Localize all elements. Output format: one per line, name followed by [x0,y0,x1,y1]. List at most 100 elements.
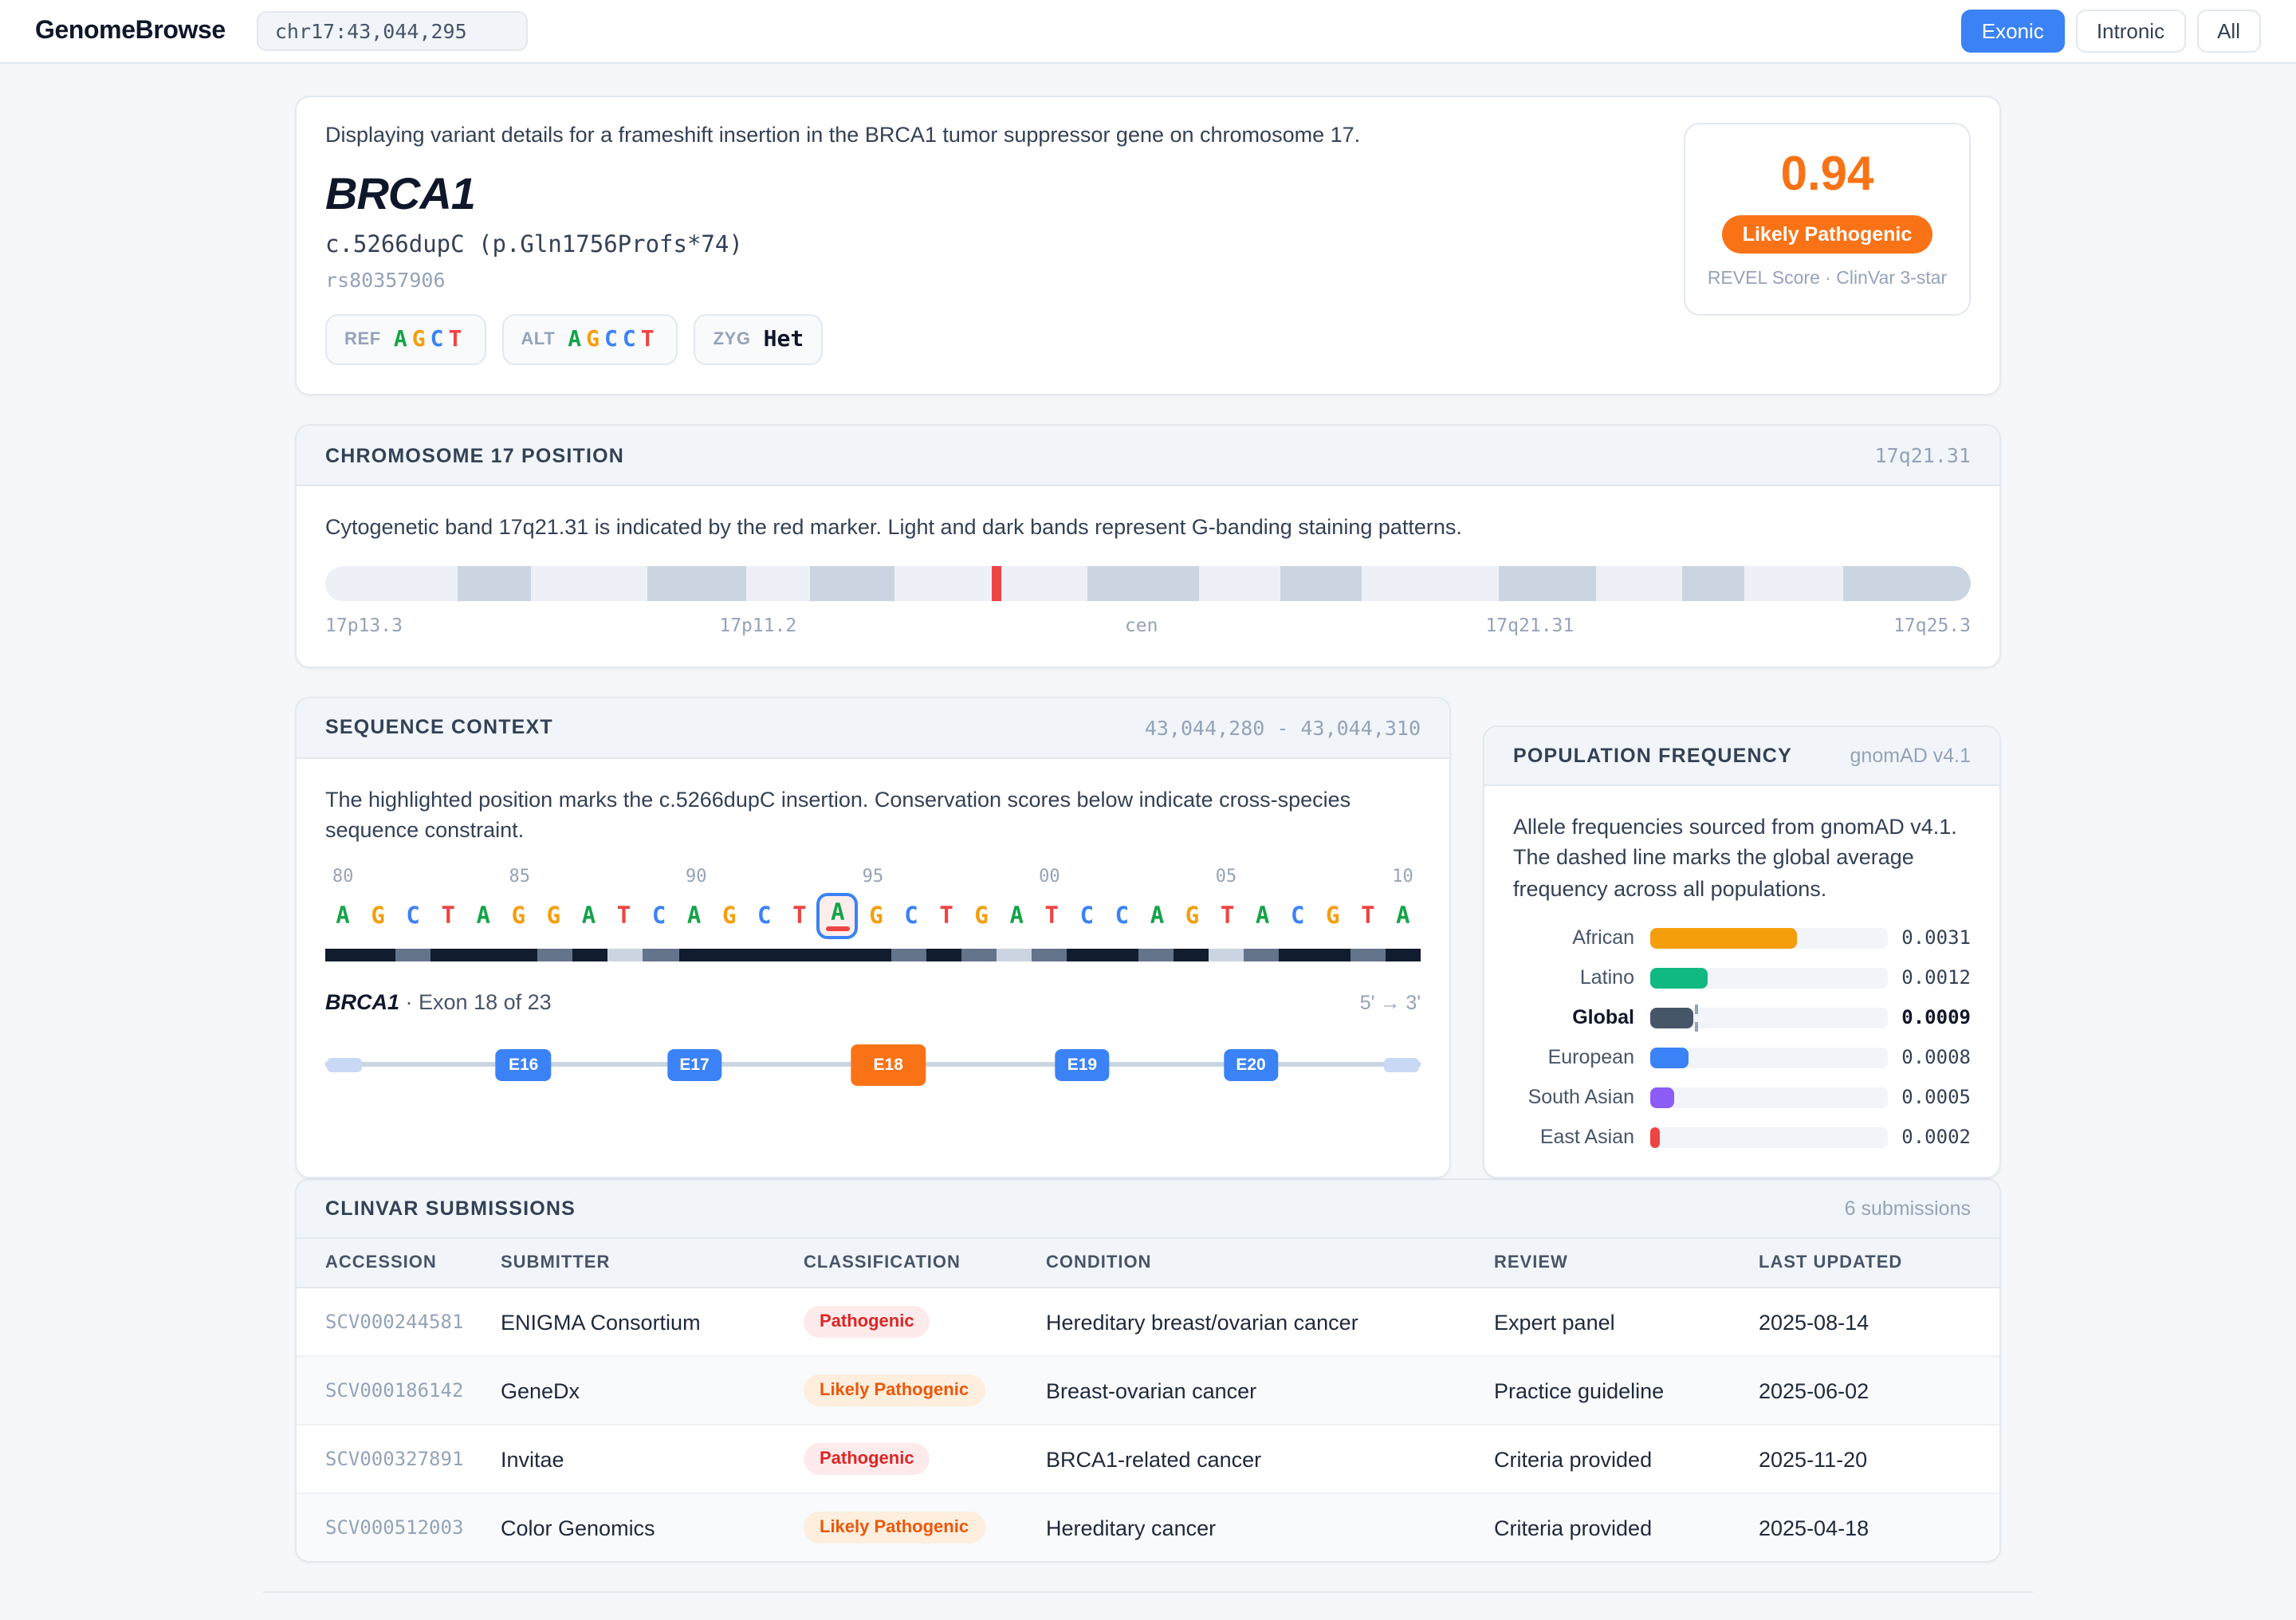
population-description: Allele frequencies sourced from gnomAD v… [1513,814,1957,901]
ideogram-band [1362,565,1499,601]
filter-all[interactable]: All [2196,10,2261,53]
base-letter: C [604,327,618,352]
ideogram-band-label: 17p11.2 [719,613,797,636]
population-row-african: African 0.0031 [1513,927,1971,950]
sequence-position-label [537,865,572,887]
conservation-cell [890,948,926,961]
ideogram-band [1087,565,1199,601]
clinvar-card: CLINVAR SUBMISSIONS 6 submissions ACCESS… [295,1178,2001,1563]
sequence-position-label [608,865,643,887]
base-letter: A [393,327,407,352]
exon-track-right-cap [1384,1057,1419,1072]
base-cell: G [721,903,737,930]
exon-track: E16 E17 E18 E19 E20 [325,1032,1421,1096]
ideogram-band [325,565,458,601]
population-bar-fill [1650,967,1708,989]
clinvar-table-head: ACCESSION SUBMITTER CLASSIFICATION CONDITIO… [297,1239,1999,1289]
population-bar-track [1650,927,1888,949]
classification-badge: Pathogenic [804,1443,930,1476]
base-cell: A [1150,903,1165,930]
filter-group: Exonic Intronic All [1960,10,2261,53]
cytoband-label: 17q21.31 [1874,443,1971,467]
conservation-cell [501,948,537,961]
hgvs-notation: c.5266dupC (p.Gln1756Profs*74) [325,233,743,258]
population-bar-fill [1650,927,1798,949]
clinvar-column-condition: CONDITION [1046,1239,1494,1289]
population-bar-track [1650,1047,1888,1068]
population-bar-fill [1650,1127,1660,1148]
accession-cell: SCV000327891 [297,1424,501,1494]
population-bar-track [1650,1127,1888,1148]
ideogram-band-label: 17q21.31 [1485,613,1575,636]
badge-label: ZYG [713,330,751,349]
clinvar-card-title: CLINVAR SUBMISSIONS [325,1197,576,1221]
conservation-cell [996,948,1032,961]
base-cell: A [476,903,490,930]
conservation-cell [1385,948,1421,961]
ideogram-band [647,565,747,601]
conservation-cell [1173,948,1209,961]
conservation-cell [1350,948,1386,961]
last-updated-cell: 2025-04-18 [1759,1492,1999,1562]
base-cell: C [1290,903,1305,930]
ideogram-band [1744,565,1842,601]
allele-badge-alt: ALT A G C C T [501,314,678,365]
review-cell: Practice guideline [1494,1355,1759,1425]
rsid: rs80357906 [325,268,446,292]
exon-box-e19[interactable]: E19 [1054,1048,1111,1081]
sequence-position-label [643,865,678,887]
base-cell: C [1115,903,1130,930]
sequence-position-label: 90 [686,865,707,887]
sequence-card-title: SEQUENCE CONTEXT [325,716,553,739]
population-bar-fill [1650,1087,1674,1108]
revel-score-card: 0.94 Likely Pathogenic REVEL Score · Cli… [1684,123,1971,316]
conservation-track [325,948,1421,961]
classification-cell: Pathogenic [804,1287,1046,1357]
exon-box-e20[interactable]: E20 [1223,1048,1279,1081]
strand-direction-label: 5' → 3' [1359,991,1421,1014]
chromosome-card-title: CHROMOSOME 17 POSITION [325,444,625,466]
main-content: Displaying variant details for a framesh… [295,96,2001,1563]
base-cell: C [757,903,772,930]
population-label: Global [1572,1006,1634,1029]
exon-gene-name: BRCA1 [325,989,400,1014]
exon-box-e18[interactable]: E18 [851,1044,926,1086]
chromosome-description: Cytogenetic band 17q21.31 is indicated b… [325,515,1462,539]
last-updated-cell: 2025-11-20 [1759,1424,1999,1494]
population-value: 0.0005 [1901,1086,1971,1109]
clinvar-table-body: SCV000244581 ENIGMA Consortium Pathogenic H… [297,1287,1999,1562]
exon-box-e16[interactable]: E16 [496,1048,552,1081]
base-letter: A [568,327,582,352]
sequence-position-label [1103,865,1138,887]
population-frequency-card: POPULATION FREQUENCY gnomAD v4.1 Allele … [1483,725,2001,1179]
sequence-position-label [1279,865,1314,887]
clinvar-table: ACCESSION SUBMITTER CLASSIFICATION CONDITIO… [297,1239,1999,1562]
population-row-south-asian: South Asian 0.0005 [1513,1087,1971,1109]
conservation-cell [855,948,890,961]
base-cell: A [1009,903,1024,930]
base-cell: C [406,903,420,930]
clinvar-column-classification: CLASSIFICATION [804,1239,1046,1289]
base-cell: T [792,903,807,930]
population-label: East Asian [1539,1126,1634,1149]
sequence-position-label: 85 [509,865,530,887]
clinvar-row: SCV000512003 Color Genomics Likely Pathoge… [297,1492,1999,1562]
allele-badges: REF A G C T ALT A G C C T ZYG Het [325,314,1360,365]
score-caption: REVEL Score · ClinVar 3-star [1707,269,1948,289]
conservation-cell [537,948,573,961]
sequence-position-label: 00 [1039,865,1060,887]
review-cell: Expert panel [1494,1287,1759,1357]
sequence-population-row: SEQUENCE CONTEXT 43,044,280 - 43,044,310… [295,696,2001,1179]
base-cell: T [1044,903,1059,930]
clinvar-column-review: REVIEW [1494,1239,1759,1289]
exon-caption-row: BRCA1 · Exon 18 of 23 5' → 3' [325,989,1421,1013]
base-cell: A [336,903,350,930]
filter-intronic[interactable]: Intronic [2075,10,2186,53]
classification-badge: Likely Pathogenic [804,1512,985,1544]
filter-exonic[interactable]: Exonic [1960,10,2065,53]
submitter-cell: ENIGMA Consortium [501,1287,804,1357]
conservation-cell [395,948,431,961]
location-input[interactable] [257,11,529,51]
exon-box-e17[interactable]: E17 [666,1048,722,1081]
